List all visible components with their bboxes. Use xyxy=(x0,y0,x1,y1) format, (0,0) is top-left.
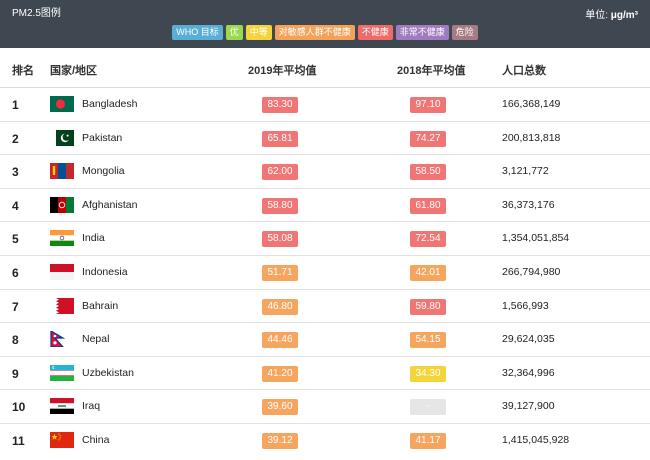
unit-label: 单位: μg/m³ xyxy=(585,6,638,21)
pm25-2019-badge: 39.12 xyxy=(262,432,298,449)
table-row: 3 Mongolia 62.00 58.50 3,121,772 xyxy=(0,155,650,189)
unit-label-text: 单位: xyxy=(585,10,608,21)
population-cell: 200,813,818 xyxy=(502,131,561,144)
legend-chip: 不健康 xyxy=(357,25,393,40)
country-name: Pakistan xyxy=(82,131,123,144)
country-name: Afghanistan xyxy=(82,198,138,211)
pm25-2019-badge: 83.30 xyxy=(262,97,298,113)
population-cell: 39,127,900 xyxy=(502,400,555,413)
uzbekistan-flag xyxy=(50,364,74,381)
legend-chip: 非常不健康 xyxy=(395,25,449,40)
country-name: Uzbekistan xyxy=(82,366,134,379)
rank-cell: 3 xyxy=(12,165,19,180)
header-2019: 2019年平均值 xyxy=(248,65,317,77)
afghanistan-flag xyxy=(50,196,74,213)
legend-chips: WHO 目标优中等 对敏感人群不健康 不健康 非常不健康 危险 xyxy=(0,25,650,40)
rank-cell: 9 xyxy=(12,366,19,381)
population-cell: 1,415,045,928 xyxy=(502,433,570,446)
table-row: 1 Bangladesh 83.30 97.10 166,368,149 xyxy=(0,88,650,122)
rank-cell: 6 xyxy=(12,265,19,280)
population-cell: 166,368,149 xyxy=(502,98,561,110)
pm25-legend-bar: PM2.5图例 单位: μg/m³ WHO 目标优中等 对敏感人群不健康 不健康 非常… xyxy=(0,0,650,48)
pm25-2018-badge: 97.10 xyxy=(410,97,446,113)
country-name: India xyxy=(82,232,105,245)
unit-value: μg/m³ xyxy=(610,10,638,21)
country-name: Indonesia xyxy=(82,265,128,278)
pm25-2019-badge: 65.81 xyxy=(262,130,298,147)
pm25-2018-badge: - xyxy=(410,399,446,416)
country-name: Mongolia xyxy=(82,165,125,178)
country-name: China xyxy=(82,433,110,446)
pm25-2018-badge: 42.01 xyxy=(410,264,446,281)
pm25-2018-badge: 72.54 xyxy=(410,231,446,248)
table-row: 7 Bahrain 46.80 59.80 1,566,993 xyxy=(0,290,650,324)
table-row: 11 China 39.12 41.17 1,415,045,928 xyxy=(0,424,650,458)
pm25-2018-badge: 61.80 xyxy=(410,197,446,214)
pm25-2019-badge: 39.60 xyxy=(262,399,298,416)
pm25-2019-badge: 62.00 xyxy=(262,164,298,181)
bangladesh-flag xyxy=(50,96,74,112)
rank-cell: 1 xyxy=(12,98,19,112)
iraq-flag xyxy=(50,398,74,415)
legend-chip: 优 xyxy=(225,25,243,40)
table-header: 排名 国家/地区 2019年平均值 2018年平均值 人口总数 xyxy=(0,48,650,88)
india-flag xyxy=(50,230,74,247)
table-row: 8 Nepal 44.46 54.15 29,624,035 xyxy=(0,323,650,357)
population-cell: 3,121,772 xyxy=(502,165,549,178)
pm25-2019-badge: 58.80 xyxy=(262,197,298,214)
pm25-2018-badge: 34.30 xyxy=(410,365,446,382)
rank-cell: 4 xyxy=(12,198,19,213)
rank-cell: 5 xyxy=(12,232,19,247)
table-row: 4 Afghanistan 58.80 61.80 36,373,176 xyxy=(0,189,650,223)
table-row: 10 Iraq 39.60 - 39,127,900 xyxy=(0,390,650,424)
pm25-2018-badge: 74.27 xyxy=(410,130,446,147)
population-cell: 36,373,176 xyxy=(502,198,555,211)
pakistan-flag xyxy=(50,129,74,146)
legend-chip: 对敏感人群不健康 xyxy=(274,25,355,40)
header-country: 国家/地区 xyxy=(50,65,98,77)
legend-chip: WHO 目标 xyxy=(172,25,223,40)
rank-cell: 7 xyxy=(12,299,19,314)
rank-cell: 11 xyxy=(12,433,25,448)
population-cell: 29,624,035 xyxy=(502,333,555,346)
table-row: 2 Pakistan 65.81 74.27 200,813,818 xyxy=(0,122,650,156)
pm25-2019-badge: 58.08 xyxy=(262,231,298,248)
indonesia-flag xyxy=(50,263,74,280)
header-rank: 排名 xyxy=(12,65,34,77)
ranking-table-body: 1 Bangladesh 83.30 97.10 166,368,149 2 Pakista… xyxy=(0,88,650,458)
pm25-2018-badge: 59.80 xyxy=(410,298,446,315)
legend-chip: 中等 xyxy=(245,25,272,40)
table-row: 6 Indonesia 51.71 42.01 266,794,980 xyxy=(0,256,650,290)
pm25-2018-badge: 41.17 xyxy=(410,432,446,449)
pm25-2019-badge: 46.80 xyxy=(262,298,298,315)
rank-cell: 10 xyxy=(12,400,26,415)
population-cell: 1,354,051,854 xyxy=(502,232,570,245)
pm25-2018-badge: 58.50 xyxy=(410,164,446,181)
country-name: Iraq xyxy=(82,400,101,413)
population-cell: 266,794,980 xyxy=(502,265,561,278)
table-row: 5 India 58.08 72.54 1,354,051,854 xyxy=(0,222,650,256)
legend-title: PM2.5图例 xyxy=(12,8,61,19)
population-cell: 32,364,996 xyxy=(502,366,555,379)
country-name: Nepal xyxy=(82,333,110,346)
table-row: 9 Uzbekistan 41.20 34.30 32,364,996 xyxy=(0,357,650,391)
country-name: Bangladesh xyxy=(82,98,138,110)
pm25-2019-badge: 44.46 xyxy=(262,332,298,349)
pm25-2018-badge: 54.15 xyxy=(410,332,446,349)
pm25-2019-badge: 51.71 xyxy=(262,264,298,281)
mongolia-flag xyxy=(50,163,74,180)
china-flag xyxy=(50,431,74,448)
population-cell: 1,566,993 xyxy=(502,299,549,312)
header-population: 人口总数 xyxy=(502,65,546,77)
legend-chip: 危险 xyxy=(451,25,478,40)
rank-cell: 2 xyxy=(12,131,19,146)
nepal-flag xyxy=(50,331,74,348)
country-name: Bahrain xyxy=(82,299,119,312)
rank-cell: 8 xyxy=(12,333,19,348)
bahrain-flag xyxy=(50,297,74,314)
header-2018: 2018年平均值 xyxy=(397,65,466,77)
pm25-2019-badge: 41.20 xyxy=(262,365,298,382)
